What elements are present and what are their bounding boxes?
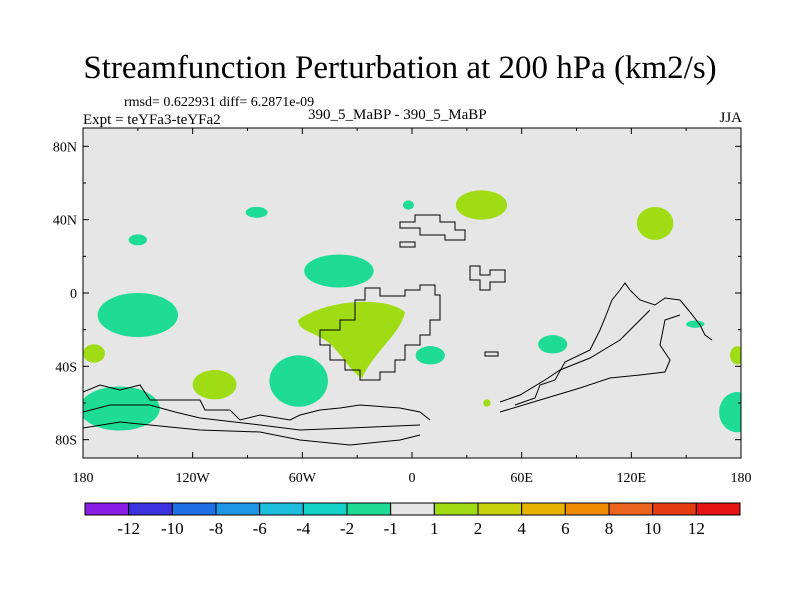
y-tick-label: 0: [70, 287, 77, 302]
colorbar-label: 10: [644, 519, 661, 538]
colorbar-swatch: [171, 502, 217, 516]
anomaly-neg-5: [128, 234, 147, 246]
y-tick-label: 80N: [53, 140, 77, 155]
colorbar-swatch: [215, 502, 261, 516]
season-label: JJA: [719, 110, 742, 126]
y-tick-label: 80S: [55, 434, 77, 449]
x-tick-label: 0: [409, 471, 416, 486]
coastline-middle-east: [469, 265, 506, 291]
y-tick-label: 40S: [55, 360, 77, 375]
anomaly-pos-12: [636, 206, 674, 240]
colorbar-swatch: [128, 502, 173, 516]
colorbar-swatch: [521, 502, 566, 516]
anomaly-pos-11: [455, 190, 508, 220]
colorbar-swatch: [477, 502, 523, 516]
rmsd-diff-text: rmsd= 0.622931 diff= 6.2871e-09: [124, 95, 315, 110]
colorbar-swatch: [390, 502, 435, 516]
anomaly-neg-7: [415, 346, 445, 365]
colorbar-label: 8: [605, 519, 614, 538]
experiment-label: Expt = teYFa3-teYFa2: [83, 112, 221, 128]
colorbar-label: -8: [209, 519, 223, 538]
colorbar-label: 6: [561, 519, 570, 538]
colorbar-label: 4: [517, 519, 526, 538]
anomaly-neg-6: [402, 200, 414, 210]
anomaly-pos-14: [83, 344, 105, 363]
x-tick-label: 120E: [617, 471, 647, 486]
case-names: 390_5_MaBP - 390_5_MaBP: [308, 107, 487, 123]
colorbar-swatch: [564, 502, 610, 516]
map-background: [83, 128, 741, 458]
colorbar-swatch: [695, 502, 741, 516]
anomaly-pos-15: [730, 346, 741, 365]
coastline-south-1: [83, 384, 431, 421]
chart-title: Streamfunction Perturbation at 200 hPa (…: [83, 50, 717, 86]
coastline-europe: [399, 214, 466, 241]
coastline-south-2: [83, 404, 421, 431]
anomaly-fill-layer: [83, 190, 741, 433]
colorbar-swatch: [608, 502, 654, 516]
colorbar-swatch: [259, 502, 304, 516]
axis-ticks: 180 120W 60W 0 60E 120E 180 80N 40N 0 40S 80S: [53, 128, 752, 486]
anomaly-neg-3: [83, 386, 160, 431]
coastline-asia-3: [499, 314, 681, 413]
colorbar-label: -6: [253, 519, 267, 538]
coastline-south-3: [83, 421, 421, 446]
coastline-africa: [319, 284, 441, 381]
colorbar-label: -2: [340, 519, 354, 538]
anomaly-pos-13: [192, 370, 237, 400]
x-tick-label: 120W: [176, 471, 211, 486]
colorbar-swatch: [302, 502, 348, 516]
anomaly-neg-8: [538, 335, 568, 354]
colorbar-label: 12: [688, 519, 705, 538]
y-tick-label: 40N: [53, 214, 77, 229]
anomaly-neg-0: [97, 293, 179, 337]
colorbar-label: 1: [430, 519, 439, 538]
anomaly-pos-atlantic: [298, 301, 405, 378]
x-tick-label: 60E: [510, 471, 533, 486]
x-tick-label: 180: [731, 471, 752, 486]
coastline-madagascar: [484, 351, 499, 357]
colorbar-label: -1: [384, 519, 398, 538]
anomaly-neg-4: [245, 206, 268, 218]
colorbar-label: -10: [161, 519, 184, 538]
anomaly-neg-9: [686, 320, 705, 328]
coastline-asia: [514, 282, 713, 406]
coastline-small-block: [399, 241, 416, 248]
x-tick-label: 60W: [289, 471, 317, 486]
anomaly-neg-2: [269, 355, 328, 407]
colorbar-swatch: [433, 502, 479, 516]
continent-outlines: [83, 214, 713, 446]
anomaly-neg-10: [719, 392, 741, 433]
anomaly-pos-16: [483, 399, 491, 407]
x-tick-label: 180: [73, 471, 94, 486]
colorbar-swatch: [652, 502, 697, 516]
anomaly-neg-1: [304, 254, 374, 288]
colorbar-swatch: [346, 502, 392, 516]
colorbar-label: -12: [117, 519, 140, 538]
colorbar-swatch: [84, 502, 130, 516]
coastline-asia-2: [499, 309, 651, 403]
colorbar-label: 2: [474, 519, 483, 538]
colorbar: -12 -10 -8 -6 -4 -2 -1 1 2 4 6 8 10 12: [84, 502, 741, 538]
colorbar-label: -4: [296, 519, 311, 538]
